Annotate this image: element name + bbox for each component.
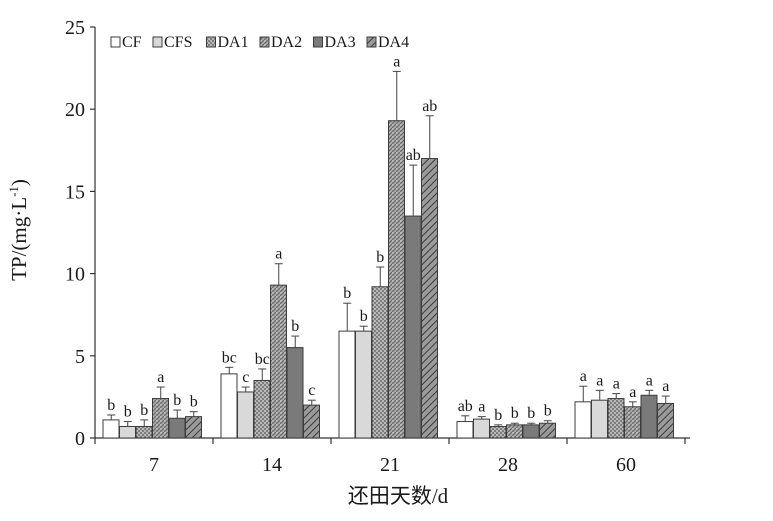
x-tick-label: 14 <box>262 454 282 476</box>
significance-label: a <box>393 53 400 70</box>
bar <box>168 417 186 439</box>
significance-label: b <box>544 403 552 420</box>
significance-label: b <box>343 285 351 302</box>
significance-label: b <box>360 308 368 325</box>
significance-label: ab <box>406 147 421 164</box>
significance-label: b <box>376 249 384 266</box>
bar <box>388 120 405 439</box>
legend: CF CFS DA1 DA2 DA3 DA4 <box>110 34 409 51</box>
significance-label: b <box>173 392 181 409</box>
bar <box>574 401 592 439</box>
bar <box>506 424 523 439</box>
significance-label: a <box>275 246 282 263</box>
significance-label: b <box>107 397 115 414</box>
significance-label: ab <box>458 398 473 415</box>
bar <box>657 402 674 439</box>
significance-label: a <box>629 384 636 401</box>
y-tick-label: 0 <box>75 428 85 450</box>
bar <box>237 391 254 439</box>
legend-swatch <box>206 36 216 48</box>
significance-label: b <box>190 394 198 411</box>
significance-label: c <box>308 382 315 399</box>
bar <box>489 425 507 439</box>
bar <box>591 399 608 439</box>
bar <box>270 284 287 439</box>
x-tick-label: 28 <box>498 454 518 476</box>
bar <box>220 373 238 439</box>
legend-swatch <box>313 36 323 48</box>
legend-label: DA2 <box>271 34 302 51</box>
y-tick-label: 15 <box>65 181 85 203</box>
y-axis-title-close: ) <box>7 179 31 186</box>
x-tick-label: 7 <box>149 454 159 476</box>
significance-label: b <box>140 402 148 419</box>
legend-swatch <box>366 36 377 48</box>
legend-swatch <box>259 36 270 48</box>
y-tick-label: 20 <box>65 99 85 121</box>
legend-label: DA3 <box>325 34 356 51</box>
legend-label: CFS <box>164 34 192 51</box>
x-axis-title: 还田天数/d <box>348 484 449 508</box>
bar <box>135 425 153 439</box>
significance-label: a <box>662 378 669 395</box>
significance-label: b <box>511 405 519 422</box>
legend-swatch <box>152 36 163 48</box>
y-tick-label: 10 <box>65 264 85 286</box>
significance-label: b <box>494 407 502 424</box>
bar <box>303 404 320 439</box>
significance-label: b <box>124 404 132 421</box>
bar <box>286 347 304 439</box>
significance-label: a <box>157 369 164 386</box>
significance-label: c <box>242 369 249 386</box>
legend-label: DA4 <box>378 34 409 51</box>
bar <box>102 419 120 439</box>
y-tick-label: 5 <box>75 346 85 368</box>
significance-label: b <box>527 405 535 422</box>
x-tick-label: 60 <box>616 454 636 476</box>
significance-label: a <box>613 376 620 393</box>
bar <box>119 425 136 439</box>
y-axis-title-main: TP/(mg·L <box>7 197 31 281</box>
bar <box>185 416 202 439</box>
axes: 0 5 10 15 20 25 7 14 21 28 60 <box>65 17 690 476</box>
bar <box>607 398 625 439</box>
bar <box>539 422 556 439</box>
y-axis-title: TP/(mg·L-1) <box>6 179 31 281</box>
significance-label: bc <box>222 349 237 366</box>
significance-label: a <box>478 399 485 416</box>
significance-label: a <box>596 372 603 389</box>
legend-label: DA1 <box>218 34 249 51</box>
bar <box>404 215 422 439</box>
bar <box>371 286 389 439</box>
bar <box>624 406 641 439</box>
bar <box>473 418 490 439</box>
significance-label: a <box>646 372 653 389</box>
bar <box>421 158 438 439</box>
bar <box>640 394 658 439</box>
legend-label: CF <box>122 34 142 51</box>
bar <box>253 379 271 439</box>
significance-label: a <box>580 368 587 385</box>
legend-swatch <box>110 36 121 48</box>
bar <box>355 330 372 439</box>
bar <box>456 421 474 439</box>
bar <box>152 398 169 439</box>
y-tick-label: 25 <box>65 17 85 39</box>
y-axis-title-sup: -1 <box>6 186 21 197</box>
bar <box>338 330 356 439</box>
bar <box>522 424 540 439</box>
significance-label: b <box>291 318 299 335</box>
significance-label: ab <box>422 98 437 115</box>
x-tick-label: 21 <box>380 454 400 476</box>
significance-label: bc <box>255 351 270 368</box>
